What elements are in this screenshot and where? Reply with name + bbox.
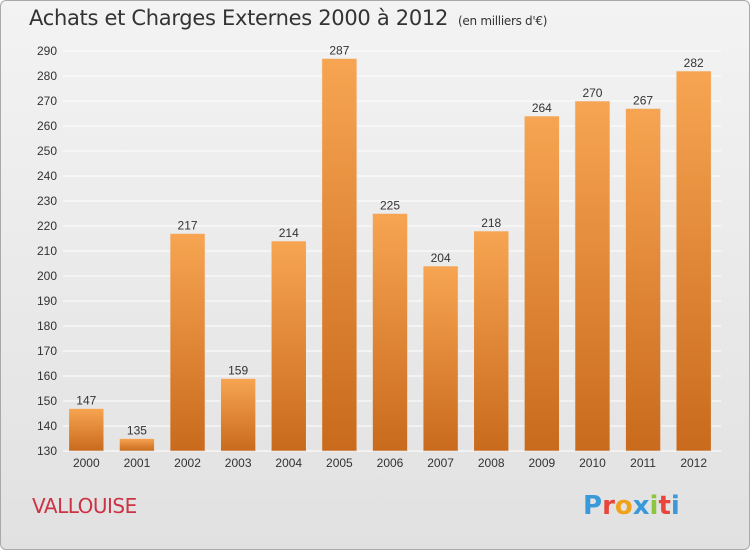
x-tick-label-2003: 2003: [225, 456, 252, 470]
data-label-2006: 225: [380, 199, 400, 213]
data-label-2011: 267: [633, 94, 653, 108]
x-tick-label-2006: 2006: [377, 456, 404, 470]
x-tick-label-2002: 2002: [174, 456, 201, 470]
bar-2007: [422, 265, 459, 452]
y-tick-label: 160: [37, 369, 57, 383]
proxiti-logo: Proxiti: [583, 491, 680, 521]
x-tick-label-2012: 2012: [680, 456, 707, 470]
logo-letter: o: [614, 491, 633, 521]
bar-2006: [372, 213, 408, 452]
bar-2009: [524, 115, 560, 452]
y-tick-label: 260: [37, 119, 57, 133]
data-label-2009: 264: [532, 101, 552, 115]
y-tick-label: 220: [37, 219, 57, 233]
bar-2011: [625, 108, 661, 452]
y-tick-label: 280: [37, 69, 57, 83]
y-tick-label: 200: [37, 269, 57, 283]
x-axis: 2000 2001 2002 2003 2004 2005 2006 2007 2008 2009…: [73, 456, 707, 470]
logo-letter: t: [658, 491, 671, 521]
data-label-2000: 147: [76, 394, 96, 408]
logo-letter: i: [670, 491, 680, 521]
bar-2005: [321, 58, 358, 452]
x-tick-label-2007: 2007: [427, 456, 454, 470]
y-tick-label: 150: [37, 394, 57, 408]
bar-2003: [220, 378, 256, 452]
y-tick-label: 170: [37, 344, 57, 358]
bar-2001: [119, 438, 155, 452]
y-tick-label: 230: [37, 194, 57, 208]
x-tick-label-2009: 2009: [528, 456, 555, 470]
bar-2004: [270, 240, 307, 452]
x-tick-label-2008: 2008: [478, 456, 505, 470]
x-tick-label-2004: 2004: [275, 456, 302, 470]
data-label-2004: 214: [279, 226, 299, 240]
city-label: VALLOUISE: [32, 494, 137, 518]
logo-letter: i: [649, 491, 659, 521]
y-tick-label: 130: [37, 444, 57, 458]
x-tick-label-2000: 2000: [73, 456, 100, 470]
data-label-2003: 159: [228, 364, 248, 378]
logo-letter: x: [632, 491, 650, 521]
data-label-2007: 204: [431, 251, 451, 265]
y-tick-label: 180: [37, 319, 57, 333]
y-tick-label: 190: [37, 294, 57, 308]
bars: 147 135 217 159 214 287 225 204 218 264 270 267 282: [68, 44, 712, 452]
x-tick-label-2010: 2010: [579, 456, 606, 470]
unit-label: (en milliers d'€): [458, 14, 548, 28]
bar-2010: [574, 100, 611, 452]
x-tick-label-2011: 2011: [630, 456, 656, 470]
bar-2002: [169, 233, 206, 452]
data-label-2001: 135: [127, 424, 147, 438]
data-label-2005: 287: [329, 44, 349, 58]
logo-letter: r: [602, 491, 615, 521]
data-label-2002: 217: [178, 219, 198, 233]
logo-letter: P: [583, 491, 603, 521]
bar-2000: [68, 408, 105, 452]
chart-title: Achats et Charges Externes 2000 à 2012 (e…: [29, 6, 547, 30]
y-tick-label: 290: [37, 44, 57, 58]
bar-2012: [675, 70, 712, 452]
y-axis: 130 140 150 160 170 180 190 200 210 220 230 240 250 2…: [37, 44, 57, 458]
bar-2008: [473, 230, 510, 452]
data-label-2008: 218: [481, 216, 501, 230]
x-tick-label-2005: 2005: [326, 456, 353, 470]
y-tick-label: 210: [37, 244, 57, 258]
y-tick-label: 140: [37, 419, 57, 433]
x-tick-label-2001: 2001: [124, 456, 151, 470]
data-label-2010: 270: [582, 86, 602, 100]
chart-title-text: Achats et Charges Externes 2000 à 2012: [29, 6, 449, 30]
y-tick-label: 270: [37, 94, 57, 108]
y-tick-label: 240: [37, 169, 57, 183]
data-label-2012: 282: [684, 56, 704, 70]
y-tick-label: 250: [37, 144, 57, 158]
